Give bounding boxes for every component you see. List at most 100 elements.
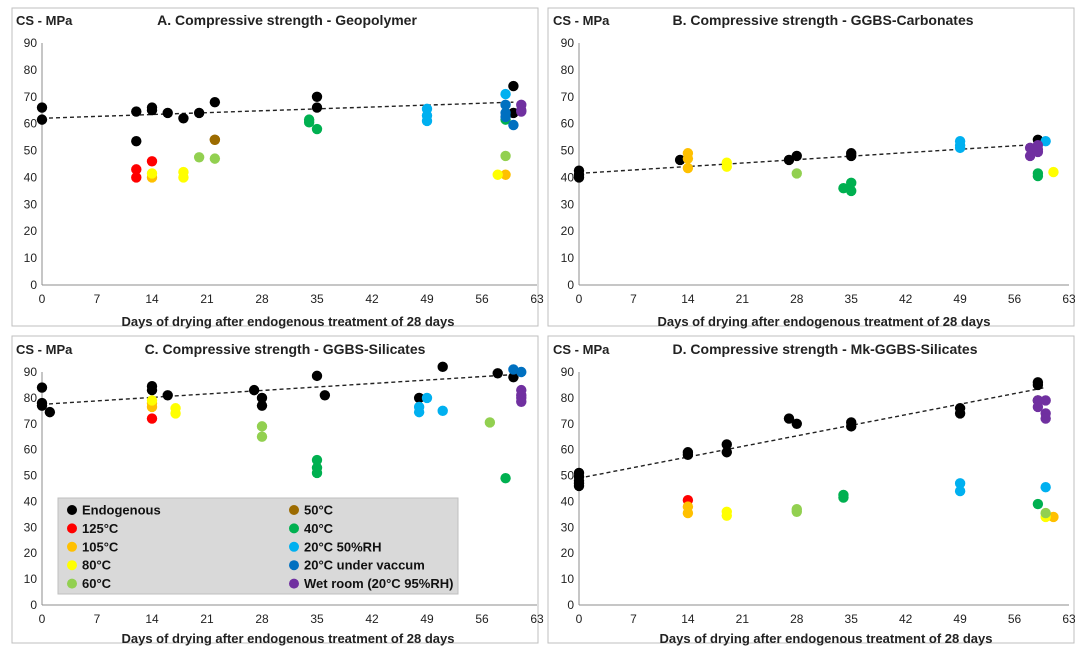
panel-b-point-endo [846, 150, 857, 162]
panel-d-point-t60 [1040, 507, 1051, 519]
panel-b-series-t60 [791, 168, 802, 179]
panel-a-point-t125 [131, 172, 142, 183]
panel-c-y-tick-label: 90 [24, 365, 38, 379]
legend-item-t50: 50°C [289, 503, 334, 518]
panel-a-point-rh50 [500, 88, 511, 100]
panel-b-y-tick-label: 70 [561, 90, 575, 104]
panel-b-y-tick-label: 20 [561, 224, 575, 238]
panel-d-plot-area: 0 10 20 30 40 50 60 70 80 90 0 7 14 21 28 35 42 49 56 63 [561, 365, 1075, 626]
panel-a-endogenous-trendline [41, 101, 514, 119]
panel-c-point-endo [36, 400, 48, 411]
panel-a-y-tick-label: 80 [24, 63, 38, 77]
panel-c-title: C. Compressive strength - GGBS-Silicates [145, 341, 426, 357]
panel-c: CS - MPa C. Compressive strength - GGBS-… [11, 335, 544, 646]
panel-c-point-t80 [170, 408, 181, 419]
panel-a-series-t125 [131, 156, 158, 183]
panel-d: CS - MPa D. Compressive strength - Mk-GG… [547, 335, 1075, 646]
panel-b-y-tick-label: 60 [561, 117, 575, 131]
panel-a-point-endo [146, 105, 158, 116]
panel-b-point-t105 [682, 162, 694, 174]
panel-b-x-tick-label: 14 [681, 292, 695, 306]
legend-item-wet: Wet room (20°C 95%RH) [289, 576, 453, 591]
panel-a-y-tick-label: 70 [24, 90, 38, 104]
panel-c-point-t60 [484, 417, 496, 428]
panel-a-point-t40 [311, 123, 323, 135]
panel-d-x-tick-label: 21 [736, 612, 750, 626]
panel-d-x-tick-label: 28 [790, 612, 804, 626]
panel-c-series-vac [508, 364, 527, 378]
panel-b-y-tick-label: 30 [561, 197, 575, 211]
panel-d-point-t40 [1032, 498, 1044, 510]
panel-b-x-axis-title: Days of drying after endogenous treatmen… [657, 314, 990, 329]
panel-c-frame [11, 335, 539, 644]
legend-label-vac: 20°C under vaccum [304, 558, 425, 573]
panel-a-x-tick-label: 0 [39, 292, 46, 306]
panel-c-point-wet [516, 396, 527, 407]
panel-d-x-axis-title: Days of drying after endogenous treatmen… [659, 631, 992, 646]
panel-d-point-endo [1032, 379, 1044, 391]
panel-a-point-endo [311, 91, 323, 102]
panel-d-point-t80 [721, 510, 732, 521]
panel-a-point-t80 [492, 169, 503, 180]
legend-item-t105: 105°C [67, 539, 119, 554]
panel-a-point-t60 [193, 152, 205, 163]
panel-b-point-t60 [791, 168, 802, 179]
panel-b-point-rh50 [954, 142, 966, 154]
panel-b-y-tick-label: 40 [561, 170, 575, 184]
panel-a-point-t40 [303, 117, 315, 128]
panel-a-series-t80 [146, 166, 503, 183]
panel-d-y-tick-label: 20 [561, 546, 575, 560]
panel-b-plot-area: 0 10 20 30 40 50 60 70 80 90 0 7 14 21 28 35 42 49 56 63 [561, 36, 1075, 306]
panel-b-point-endo [573, 172, 585, 183]
legend-label-wet: Wet room (20°C 95%RH) [304, 576, 453, 591]
panel-c-point-endo [413, 392, 425, 404]
panel-a-title: A. Compressive strength - Geopolymer [157, 12, 417, 28]
panel-b-x-tick-label: 63 [1062, 292, 1075, 306]
panel-c-plot-area: 0 10 20 30 40 50 60 70 80 90 0 7 14 21 28 35 42 49 56 63 [24, 361, 544, 626]
panel-b-y-tick-label: 0 [567, 278, 574, 292]
panel-a-point-t80 [178, 172, 189, 183]
legend-marker-rh50 [289, 541, 299, 552]
panel-c-series-t60 [256, 417, 496, 442]
legend-item-rh50: 20°C 50%RH [289, 539, 381, 554]
panel-d-y-tick-label: 60 [561, 443, 575, 457]
panel-d-point-t105 [682, 507, 694, 519]
panel-d-point-endo [783, 413, 795, 424]
panel-c-series-endo [36, 361, 519, 418]
panel-b-point-t105 [682, 153, 694, 164]
panel-d-point-endo [573, 480, 585, 492]
legend-label-t40: 40°C [304, 521, 334, 536]
panel-d-x-tick-label: 49 [953, 612, 967, 626]
panel-d-point-endo [682, 449, 694, 461]
panel-c-y-tick-label: 80 [24, 391, 38, 405]
panel-c-point-endo [492, 368, 503, 379]
legend-label-t50: 50°C [304, 503, 334, 518]
panel-c-y-tick-label: 70 [24, 417, 38, 431]
panel-a-point-t60 [500, 150, 511, 162]
panel-a-series-t60 [193, 150, 511, 164]
panel-c-point-t60 [256, 431, 268, 442]
panel-c-point-t40 [311, 454, 323, 466]
panel-c-series-wet [516, 384, 527, 407]
panel-a-point-t125 [146, 156, 158, 167]
panel-b-point-wet [1024, 150, 1036, 162]
panel-a-y-tick-label: 20 [24, 224, 38, 238]
panel-d-point-t60 [791, 506, 802, 517]
panel-d-y-axis-title: CS - MPa [553, 342, 610, 357]
legend: Endogenous 125°C 105°C 80°C 60°C 50°C 40°C 20°C… [57, 497, 459, 595]
panel-b-y-axis-title: CS - MPa [553, 13, 610, 28]
legend-item-t40: 40°C [289, 521, 334, 536]
panel-b-x-tick-label: 42 [899, 292, 913, 306]
legend-marker-t80 [67, 560, 77, 571]
legend-marker-t125 [67, 523, 77, 534]
panel-a-point-endo [131, 106, 142, 117]
panel-d-series-t60 [791, 504, 1051, 519]
panel-b-series-t80 [721, 157, 1059, 178]
panel-d-point-t40 [838, 492, 849, 503]
panel-a-x-tick-label: 49 [420, 292, 434, 306]
panel-a-y-tick-label: 60 [24, 117, 38, 131]
panel-a-point-endo [36, 102, 48, 113]
panel-a-series-t50 [209, 134, 221, 145]
panel-d-y-tick-label: 80 [561, 391, 575, 405]
panel-b: CS - MPa B. Compressive strength - GGBS-… [547, 7, 1075, 329]
